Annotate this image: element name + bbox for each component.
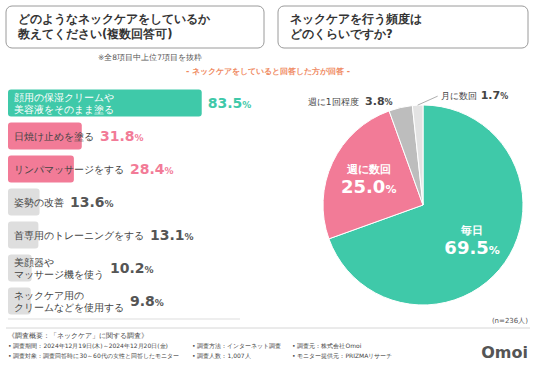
text-line: 美容液をそのまま塗る [14,104,114,115]
text-line: 顔用の保湿クリームや [14,92,114,103]
survey-item: • 調査元：株式会社Omoi [292,342,362,349]
data-label: 13.6% [70,194,114,210]
outside-label: 月に数回 1.7% [418,89,509,105]
text-line: 首専用のトレーニングをする [14,230,144,241]
data-label-unit: % [165,166,174,176]
data-label: 3.8% [365,95,393,108]
bar-labels: 顔用の保湿クリームや美容液をそのまま塗る 83.5% 日焼け止めを塗る 31.8% リン… [14,92,251,313]
slice-name: 毎日 [460,224,483,237]
chart-title: どのようなネックケアをしているか教えてください(複数回答可) [17,12,211,41]
data-label-number: 10.2 [110,260,145,276]
survey-item: • 調査対象：調査回答時に30～60代の女性と回答したモニター [8,352,179,359]
text-line: どのくらいですか? [290,27,393,41]
bar [8,90,202,117]
data-label-number: 1.7 [481,89,501,102]
subtitle: ※全8項目中上位7項目を抜粋 [98,53,202,62]
annotation: - ネックケアをしていると回答した方が回答 - [186,66,350,76]
pie [323,105,523,305]
text-line: マッサージ機を使う [14,269,104,280]
survey-item: • 調査人数：1,007人 [192,352,251,359]
data-label-number: 69.5 [444,237,488,258]
data-label-number: 9.8 [130,293,155,309]
data-label-number: 28.4 [130,161,165,177]
data-label: 31.8% [100,128,144,144]
category-label: リンパマッサージをする [14,164,124,175]
data-label-number: 25.0 [341,176,385,197]
text-line: どのようなネックケアをしているか [18,12,211,26]
title-box [6,6,264,48]
survey-heading: 《調査概要：「ネックケア」に関する調査》 [8,332,148,340]
data-label-unit: % [185,232,194,242]
data-label-unit: % [242,100,251,110]
data-label-unit: % [385,183,396,196]
data-label-unit: % [105,199,114,209]
bars [8,90,202,315]
data-label: 69.5% [444,237,499,258]
pie-labels: 毎日69.5% 週に数回25.0% 週に1回程度 3.8% 月に数回 1.7% [308,89,508,257]
data-label: 10.2% [110,260,154,276]
category-label: 美顔器やマッサージ機を使う [14,257,104,280]
text-line: ネックケア用の [14,290,84,301]
footer-rule [6,328,530,329]
title-box [278,6,528,48]
infographic: どのようなネックケアをしているか教えてください(複数回答可) ネックケアを行う頻度… [0,0,536,371]
data-label-unit: % [155,298,164,308]
category-label: 顔用の保湿クリームや美容液をそのまま塗る [14,92,114,115]
data-label-unit: % [385,98,393,107]
axis-line [8,319,240,320]
data-label-unit: % [135,133,144,143]
survey-item: • 調査期間：2024年12月19日(木)～2024年12月20日(金) [8,342,168,349]
brand-logo: Omoi [481,343,528,362]
leader-line [418,96,438,105]
slice-name: 週に数回 [346,163,391,176]
chart-title: ネックケアを行う頻度はどのくらいですか? [290,12,422,41]
data-label-number: 13.6 [70,194,105,210]
survey-item: • 調査方法：インターネット調査 [192,342,281,349]
data-label-unit: % [145,265,154,275]
outside-label: 週に1回程度 3.8% [308,95,393,108]
data-label: 1.7% [481,89,509,102]
category-label: 日焼け止めを塗る [14,131,94,142]
pie-slice [412,105,423,205]
data-label-unit: % [489,244,500,257]
slice-name-value: 月に数回 [441,91,477,101]
data-label-unit: % [500,92,508,101]
category-label: 姿勢の改善 [14,197,64,208]
text-line: 美顔器や [14,257,54,268]
data-label-number: 83.5 [208,95,243,111]
text-line: 日焼け止めを塗る [14,131,94,142]
data-label-number: 3.8 [365,95,385,108]
data-label: 13.1% [150,227,194,243]
text-line: リンパマッサージをする [14,164,124,175]
text-line: ネックケアを行う頻度は [290,12,422,26]
text-line: 姿勢の改善 [14,197,64,208]
text-line: 教えてください(複数回答可) [17,27,173,41]
survey-item: • モニター提供元：PRIZMAリサーチ [292,352,392,359]
data-label: 25.0% [341,176,396,197]
data-label-number: 13.1 [150,227,185,243]
slice-name-value: 週に1回程度 [308,97,359,107]
category-label: 首専用のトレーニングをする [14,230,144,241]
data-label: 28.4% [130,161,174,177]
sample-size: (n=236人) [492,317,528,325]
text-line: クリームなどを使用する [14,302,124,313]
data-label: 9.8% [130,293,164,309]
data-label: 83.5% [208,95,252,111]
category-label: ネックケア用のクリームなどを使用する [14,290,124,313]
data-label-number: 31.8 [100,128,135,144]
